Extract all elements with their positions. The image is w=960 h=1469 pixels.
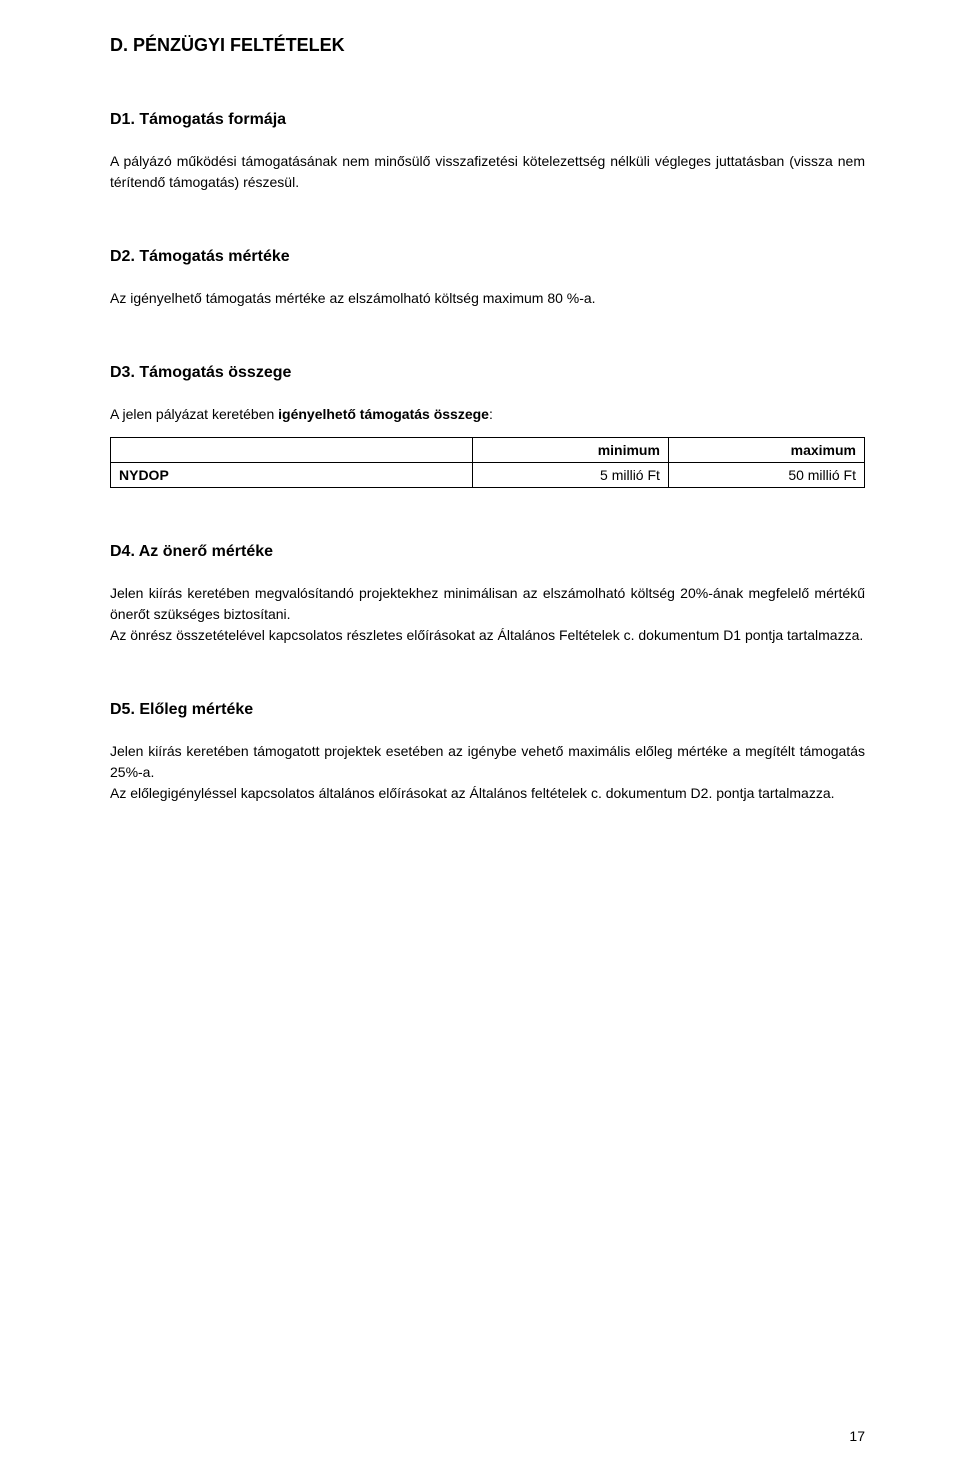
section-d2-title: D2. Támogatás mértéke — [110, 248, 865, 266]
section-d3: D3. Támogatás összege A jelen pályázat k… — [110, 364, 865, 488]
section-d3-lead-bold: igényelhető támogatás összege — [278, 406, 489, 422]
table-cell-min: 5 millió Ft — [472, 463, 668, 488]
section-d2-body: Az igényelhető támogatás mértéke az elsz… — [110, 288, 865, 309]
section-d5-p1: Jelen kiírás keretében támogatott projek… — [110, 741, 865, 783]
table-cell-max: 50 millió Ft — [668, 463, 864, 488]
section-d3-lead: A jelen pályázat keretében igényelhető t… — [110, 404, 865, 425]
table-header-empty — [111, 438, 473, 463]
section-d3-lead-pre: A jelen pályázat keretében — [110, 406, 278, 422]
section-d4-title: D4. Az önerő mértéke — [110, 543, 865, 561]
table-header-max: maximum — [668, 438, 864, 463]
table-row: NYDOP 5 millió Ft 50 millió Ft — [111, 463, 865, 488]
table-row-label: NYDOP — [111, 463, 473, 488]
section-d5-title: D5. Előleg mértéke — [110, 701, 865, 719]
section-d1-title: D1. Támogatás formája — [110, 111, 865, 129]
section-d5: D5. Előleg mértéke Jelen kiírás keretébe… — [110, 701, 865, 804]
section-d2: D2. Támogatás mértéke Az igényelhető tám… — [110, 248, 865, 309]
section-d4-p1: Jelen kiírás keretében megvalósítandó pr… — [110, 583, 865, 625]
page-number: 17 — [849, 1428, 865, 1444]
section-d3-lead-post: : — [489, 406, 493, 422]
amount-table: minimum maximum NYDOP 5 millió Ft 50 mil… — [110, 437, 865, 488]
section-d5-p2: Az előlegigényléssel kapcsolatos általán… — [110, 783, 865, 804]
table-row: minimum maximum — [111, 438, 865, 463]
section-d4: D4. Az önerő mértéke Jelen kiírás kereté… — [110, 543, 865, 646]
section-d4-p2: Az önrész összetételével kapcsolatos rés… — [110, 625, 865, 646]
section-d1-body: A pályázó működési támogatásának nem min… — [110, 151, 865, 193]
table-header-min: minimum — [472, 438, 668, 463]
main-heading: D. PÉNZÜGYI FELTÉTELEK — [110, 35, 865, 56]
section-d1: D1. Támogatás formája A pályázó működési… — [110, 111, 865, 193]
section-d3-title: D3. Támogatás összege — [110, 364, 865, 382]
